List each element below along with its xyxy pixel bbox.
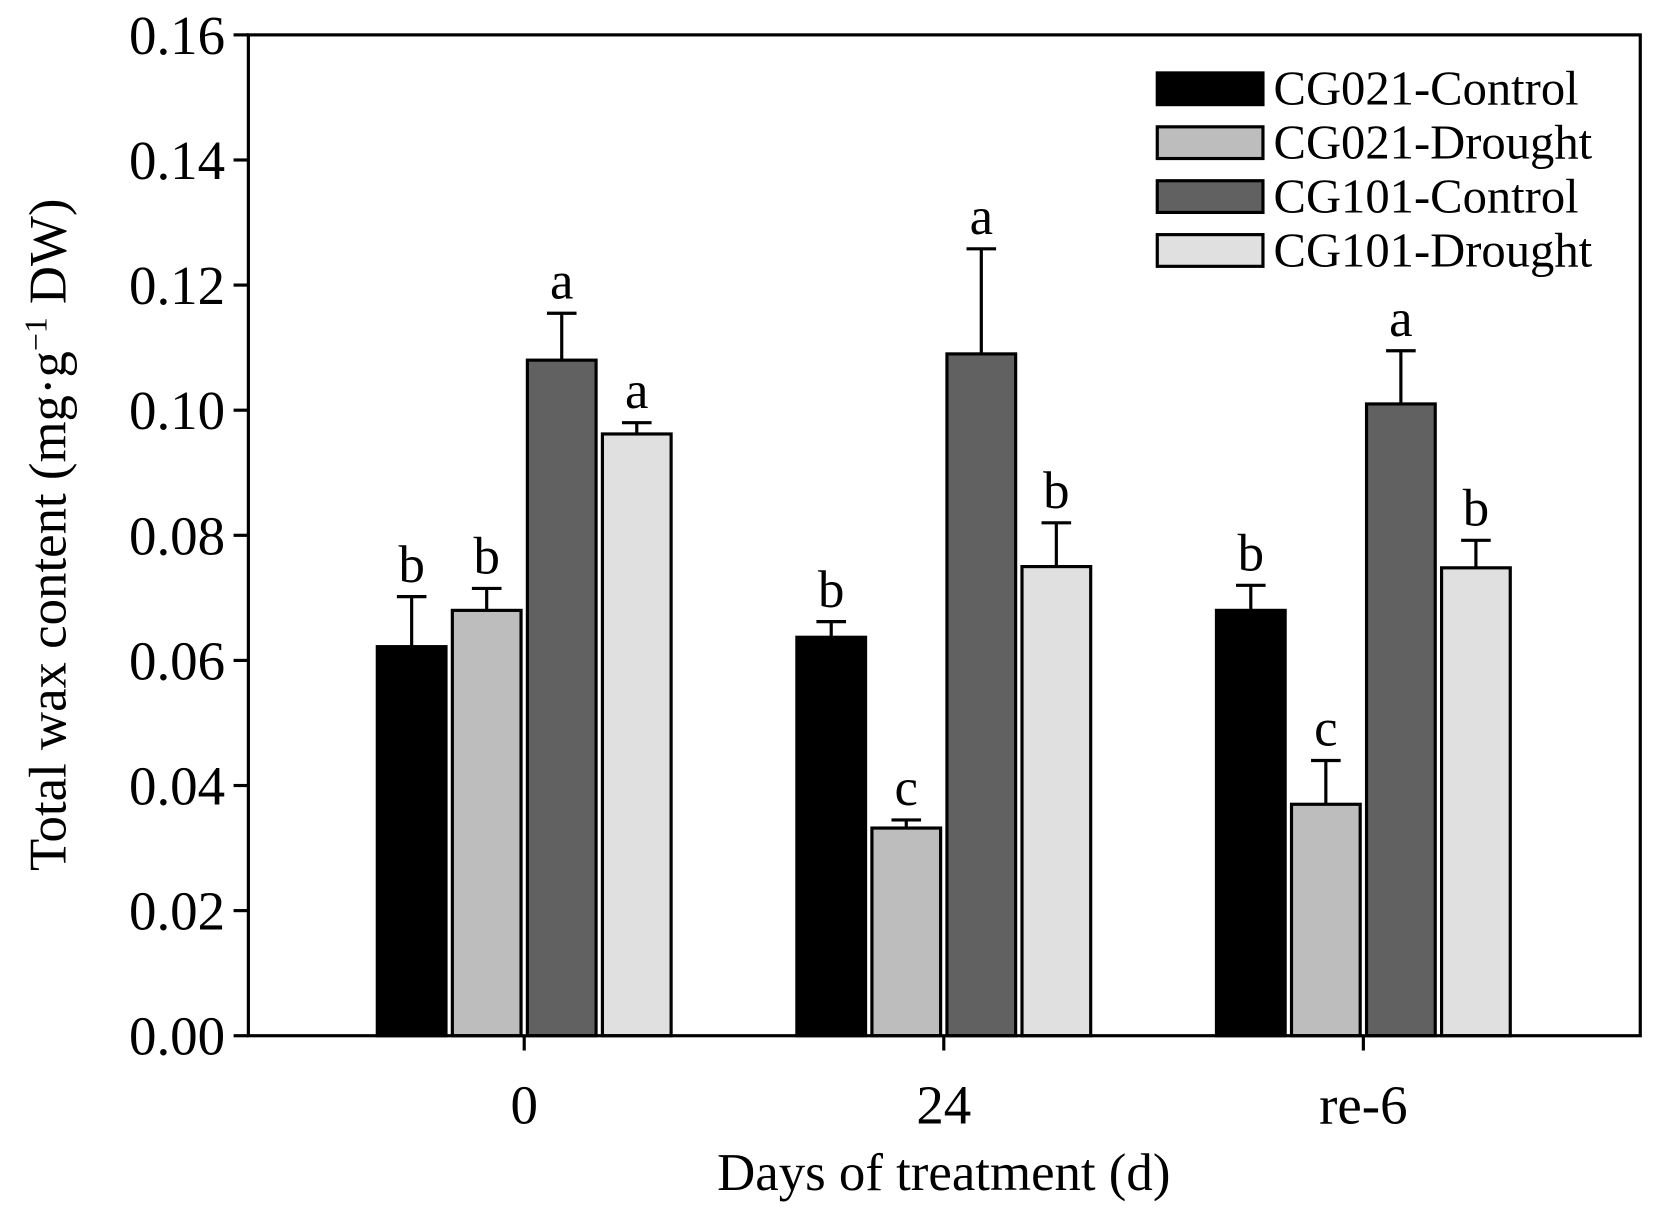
legend-label: CG101-Control: [1274, 169, 1579, 223]
y-tick-label: 0.02: [129, 881, 225, 942]
bar: [1289, 802, 1362, 1038]
significance-letter: b: [818, 561, 844, 619]
legend-swatch: [1155, 71, 1265, 107]
bar: [375, 645, 448, 1038]
significance-letter: b: [1463, 480, 1489, 538]
bar: [945, 352, 1018, 1038]
significance-letter: a: [625, 362, 648, 420]
significance-letter: a: [1389, 290, 1412, 348]
significance-letter: b: [1043, 462, 1069, 520]
bar: [1020, 564, 1093, 1038]
y-tick-label: 0.10: [129, 380, 225, 441]
y-axis-ticks: 0.00 0.02 0.04 0.06 0.08 0.10 0.12 0.14 0.16: [129, 5, 249, 1067]
bar: [450, 608, 523, 1038]
significance-letter: b: [398, 536, 424, 594]
x-axis-ticks: 0 24 re-6: [510, 1035, 1408, 1135]
bar: [525, 358, 598, 1038]
bar: [1439, 566, 1512, 1038]
x-tick-label: 0: [510, 1074, 537, 1135]
bar: [600, 432, 673, 1038]
significance-letter: a: [550, 252, 573, 310]
legend-swatch: [1155, 179, 1265, 215]
y-tick-label: 0.04: [129, 756, 225, 817]
significance-letter: b: [473, 528, 499, 586]
bar: [1214, 608, 1287, 1038]
significance-letter: c: [895, 759, 918, 817]
legend: CG021-ControlCG021-DroughtCG101-ControlC…: [1155, 62, 1593, 277]
x-tick-label: re-6: [1319, 1074, 1407, 1135]
x-tick-label: 24: [916, 1074, 971, 1135]
legend-label: CG101-Drought: [1274, 223, 1593, 277]
plot-frame: [246, 33, 1642, 1038]
significance-letter: c: [1314, 700, 1337, 758]
y-tick-label: 0.06: [129, 630, 225, 691]
legend-label: CG021-Drought: [1274, 116, 1593, 170]
y-tick-label: 0.00: [129, 1006, 225, 1067]
y-tick-label: 0.14: [129, 130, 225, 191]
significance-letter: b: [1238, 525, 1264, 583]
legend-label: CG021-Control: [1274, 62, 1579, 116]
bar: [795, 635, 868, 1038]
x-axis-label: Days of treatment (d): [717, 1144, 1170, 1202]
y-axis-label: Total wax content (mg·g−1 DW): [19, 198, 78, 871]
bar: [870, 826, 943, 1038]
legend-swatch: [1155, 233, 1265, 268]
y-tick-label: 0.08: [129, 505, 225, 566]
y-tick-label: 0.16: [129, 5, 225, 66]
significance-letter: a: [970, 188, 993, 246]
legend-swatch: [1155, 125, 1265, 161]
y-tick-label: 0.12: [129, 255, 225, 316]
bar: [1364, 402, 1437, 1038]
